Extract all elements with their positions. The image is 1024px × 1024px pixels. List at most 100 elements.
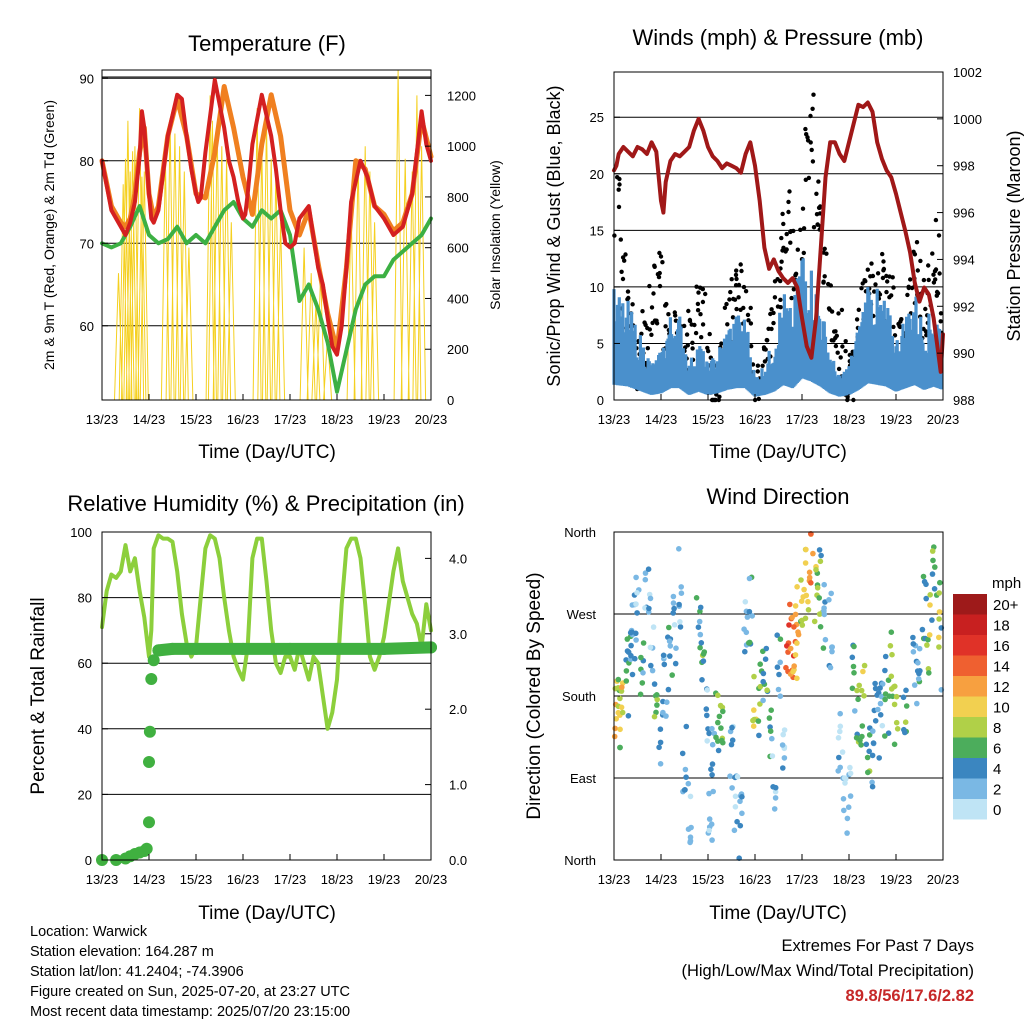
gust-point: [724, 301, 729, 307]
direction-point: [821, 608, 827, 614]
direction-point: [872, 680, 878, 687]
gust-point: [739, 268, 744, 274]
gust-point: [764, 337, 769, 343]
humidity-precip-panel: Relative Humidity (%) & Precipitation (i…: [28, 491, 467, 924]
direction-point: [695, 624, 702, 630]
direction-point: [706, 827, 712, 834]
direction-point: [709, 837, 715, 843]
direction-point: [696, 618, 703, 625]
direction-point: [617, 744, 623, 751]
gust-point: [826, 306, 832, 311]
direction-point: [683, 774, 689, 780]
temperature-ylabel: 2m & 9m T (Red, Orange) & 2m Td (Green): [41, 100, 57, 370]
direction-point: [645, 566, 652, 572]
direction-point: [874, 692, 880, 698]
solar-ytick-label: 600: [447, 241, 469, 256]
direction-point: [654, 692, 660, 698]
direction-point: [936, 609, 943, 615]
precip-point: [143, 816, 155, 829]
gust-point: [865, 267, 870, 272]
gust-point: [779, 259, 784, 264]
gust-point: [615, 175, 620, 180]
direction-point: [856, 682, 862, 689]
gust-point: [891, 285, 896, 290]
direction-ytick-label: East: [570, 771, 596, 786]
direction-point: [763, 645, 770, 652]
direction-point: [703, 706, 710, 712]
humidity-xtick-label: 15/23: [180, 872, 213, 887]
direction-point: [628, 642, 634, 649]
gust-point: [786, 209, 791, 215]
humidity-xtick-label: 14/23: [133, 872, 166, 887]
direction-xtick-label: 17/23: [786, 872, 819, 887]
gust-point: [736, 282, 742, 288]
direction-point: [879, 722, 886, 729]
direction-xtick-label: 20/23: [927, 872, 960, 887]
direction-point: [777, 636, 784, 642]
direction-point: [864, 754, 871, 761]
direction-point: [781, 755, 788, 761]
gust-point: [872, 289, 877, 294]
direction-point: [746, 640, 752, 646]
gust-point: [936, 233, 942, 238]
temperature-ylabel-right: Solar Insolation (Yellow): [487, 160, 503, 310]
direction-point: [818, 552, 824, 559]
direction-point: [734, 773, 741, 780]
gust-point: [912, 252, 918, 257]
direction-point: [667, 643, 674, 649]
direction-point: [677, 624, 684, 630]
direction-point: [669, 672, 675, 678]
direction-point: [847, 770, 854, 777]
direction-point: [676, 546, 682, 552]
direction-point: [854, 687, 860, 694]
direction-point: [794, 675, 800, 682]
direction-point: [795, 629, 801, 635]
gust-point: [707, 331, 712, 337]
direction-point: [937, 579, 943, 586]
direction-point: [749, 613, 755, 619]
direction-point: [801, 586, 807, 593]
gust-point: [881, 268, 886, 273]
direction-point: [646, 605, 652, 612]
direction-point: [770, 784, 776, 790]
direction-point: [706, 790, 712, 797]
winds-ytick-label: 5: [597, 336, 604, 351]
direction-point: [870, 728, 876, 734]
temperature-xtick-label: 15/23: [180, 412, 213, 427]
gust-point: [881, 259, 886, 264]
direction-point: [716, 713, 723, 720]
colorbar-swatch: [953, 778, 987, 799]
gust-point: [869, 261, 874, 266]
gust-point: [784, 231, 789, 237]
gust-point: [921, 277, 927, 283]
direction-point: [792, 652, 799, 658]
direction-point: [894, 726, 901, 732]
gust-point: [822, 246, 827, 251]
direction-point: [861, 693, 867, 699]
gust-point: [816, 205, 822, 210]
direction-point: [914, 700, 920, 707]
direction-point: [920, 573, 927, 580]
direction-point: [708, 766, 714, 773]
direction-point: [642, 576, 649, 583]
direction-point: [737, 822, 744, 829]
temperature-xtick-label: 16/23: [227, 412, 260, 427]
direction-point: [786, 622, 792, 628]
solar-ytick-label: 200: [447, 342, 469, 357]
direction-point: [697, 604, 704, 611]
direction-point: [826, 597, 832, 603]
direction-point: [805, 607, 812, 613]
precip-point: [143, 756, 155, 768]
direction-point: [875, 706, 881, 713]
direction-point: [829, 648, 835, 655]
pressure-series: [612, 100, 945, 374]
gust-point: [921, 326, 926, 332]
direction-point: [625, 713, 632, 719]
colorbar-swatch: [953, 717, 987, 738]
gust-point: [788, 229, 793, 235]
direction-point: [629, 671, 636, 678]
gust-point: [651, 291, 656, 296]
direction-point: [775, 686, 782, 693]
direction-ytick-label: North: [564, 525, 596, 540]
gust-point: [918, 258, 923, 264]
